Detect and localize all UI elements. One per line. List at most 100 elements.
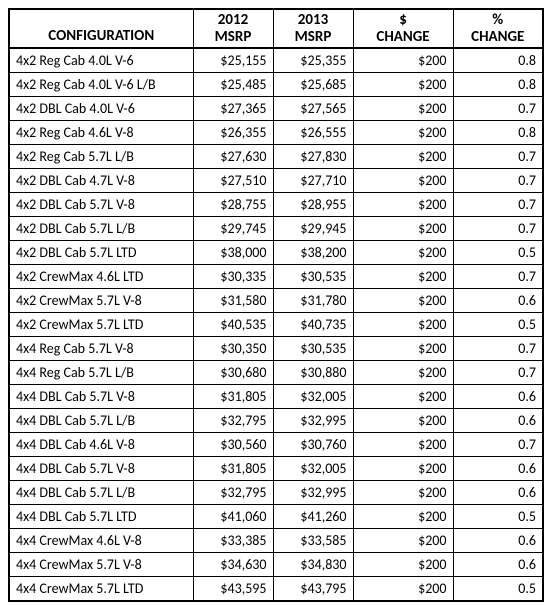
pct-change-cell: 0.6	[453, 481, 543, 505]
pct-change-cell: 0.8	[453, 48, 543, 73]
dollar-change-cell: $200	[353, 217, 453, 241]
pricing-table: CONFIGURATION 2012MSRP 2013MSRP $CHANGE …	[8, 8, 544, 602]
table-row: 4x4 DBL Cab 5.7L V-8$31,805$32,005$2000.…	[9, 385, 543, 409]
msrp2012-cell: $43,595	[193, 577, 273, 602]
msrp2012-cell: $31,580	[193, 289, 273, 313]
dollar-change-cell: $200	[353, 121, 453, 145]
msrp2012-cell: $30,560	[193, 433, 273, 457]
configuration-cell: 4x2 DBL Cab 5.7L V-8	[9, 193, 193, 217]
pct-change-cell: 0.7	[453, 433, 543, 457]
msrp2013-cell: $27,710	[273, 169, 353, 193]
pct-change-cell: 0.5	[453, 313, 543, 337]
configuration-cell: 4x4 DBL Cab 5.7L V-8	[9, 457, 193, 481]
configuration-cell: 4x2 CrewMax 5.7L V-8	[9, 289, 193, 313]
configuration-cell: 4x2 DBL Cab 5.7L L/B	[9, 217, 193, 241]
pct-change-cell: 0.6	[453, 457, 543, 481]
table-row: 4x4 DBL Cab 5.7L V-8$31,805$32,005$2000.…	[9, 457, 543, 481]
dollar-change-cell: $200	[353, 73, 453, 97]
msrp2012-cell: $34,630	[193, 553, 273, 577]
col-header-msrp2013: 2013MSRP	[273, 9, 353, 48]
configuration-cell: 4x4 DBL Cab 5.7L LTD	[9, 505, 193, 529]
msrp2012-cell: $38,000	[193, 241, 273, 265]
table-row: 4x2 DBL Cab 5.7L LTD$38,000$38,200$2000.…	[9, 241, 543, 265]
configuration-cell: 4x2 Reg Cab 4.0L V-6 L/B	[9, 73, 193, 97]
msrp2013-cell: $43,795	[273, 577, 353, 602]
msrp2012-cell: $32,795	[193, 481, 273, 505]
dollar-change-cell: $200	[353, 529, 453, 553]
pct-change-cell: 0.5	[453, 505, 543, 529]
msrp2012-cell: $33,385	[193, 529, 273, 553]
msrp2013-cell: $29,945	[273, 217, 353, 241]
msrp2012-cell: $25,155	[193, 48, 273, 73]
table-row: 4x4 DBL Cab 5.7L L/B$32,795$32,995$2000.…	[9, 481, 543, 505]
dollar-change-cell: $200	[353, 241, 453, 265]
msrp2012-cell: $30,350	[193, 337, 273, 361]
pct-change-cell: 0.6	[453, 409, 543, 433]
table-body: 4x2 Reg Cab 4.0L V-6$25,155$25,355$2000.…	[9, 48, 543, 601]
msrp2012-cell: $31,805	[193, 457, 273, 481]
table-row: 4x2 CrewMax 4.6L LTD$30,335$30,535$2000.…	[9, 265, 543, 289]
table-row: 4x4 CrewMax 5.7L V-8$34,630$34,830$2000.…	[9, 553, 543, 577]
msrp2012-cell: $30,680	[193, 361, 273, 385]
dollar-change-cell: $200	[353, 505, 453, 529]
col-header-msrp2012: 2012MSRP	[193, 9, 273, 48]
msrp2012-cell: $40,535	[193, 313, 273, 337]
msrp2013-cell: $30,535	[273, 337, 353, 361]
table-row: 4x2 DBL Cab 5.7L L/B$29,745$29,945$2000.…	[9, 217, 543, 241]
pct-change-cell: 0.7	[453, 337, 543, 361]
pct-change-cell: 0.8	[453, 73, 543, 97]
msrp2012-cell: $41,060	[193, 505, 273, 529]
msrp2012-cell: $27,630	[193, 145, 273, 169]
msrp2013-cell: $31,780	[273, 289, 353, 313]
table-row: 4x4 DBL Cab 5.7L LTD$41,060$41,260$2000.…	[9, 505, 543, 529]
configuration-cell: 4x2 Reg Cab 5.7L L/B	[9, 145, 193, 169]
table-row: 4x2 Reg Cab 4.0L V-6 L/B$25,485$25,685$2…	[9, 73, 543, 97]
pct-change-cell: 0.5	[453, 241, 543, 265]
msrp2012-cell: $25,485	[193, 73, 273, 97]
msrp2012-cell: $28,755	[193, 193, 273, 217]
msrp2012-cell: $27,365	[193, 97, 273, 121]
msrp2013-cell: $27,830	[273, 145, 353, 169]
pct-change-cell: 0.7	[453, 169, 543, 193]
msrp2013-cell: $30,880	[273, 361, 353, 385]
table-row: 4x2 Reg Cab 5.7L L/B$27,630$27,830$2000.…	[9, 145, 543, 169]
pct-change-cell: 0.6	[453, 529, 543, 553]
dollar-change-cell: $200	[353, 265, 453, 289]
dollar-change-cell: $200	[353, 48, 453, 73]
msrp2013-cell: $30,760	[273, 433, 353, 457]
dollar-change-cell: $200	[353, 193, 453, 217]
dollar-change-cell: $200	[353, 361, 453, 385]
msrp2013-cell: $25,355	[273, 48, 353, 73]
msrp2013-cell: $30,535	[273, 265, 353, 289]
configuration-cell: 4x2 DBL Cab 5.7L LTD	[9, 241, 193, 265]
pct-change-cell: 0.7	[453, 217, 543, 241]
dollar-change-cell: $200	[353, 145, 453, 169]
pct-change-cell: 0.7	[453, 265, 543, 289]
msrp2012-cell: $27,510	[193, 169, 273, 193]
configuration-cell: 4x4 Reg Cab 5.7L L/B	[9, 361, 193, 385]
dollar-change-cell: $200	[353, 97, 453, 121]
configuration-cell: 4x2 CrewMax 5.7L LTD	[9, 313, 193, 337]
msrp2013-cell: $32,995	[273, 409, 353, 433]
msrp2013-cell: $27,565	[273, 97, 353, 121]
table-header: CONFIGURATION 2012MSRP 2013MSRP $CHANGE …	[9, 9, 543, 48]
dollar-change-cell: $200	[353, 433, 453, 457]
table-row: 4x4 DBL Cab 5.7L L/B$32,795$32,995$2000.…	[9, 409, 543, 433]
msrp2013-cell: $41,260	[273, 505, 353, 529]
configuration-cell: 4x2 Reg Cab 4.6L V-8	[9, 121, 193, 145]
msrp2013-cell: $32,995	[273, 481, 353, 505]
msrp2013-cell: $28,955	[273, 193, 353, 217]
table-row: 4x2 Reg Cab 4.0L V-6$25,155$25,355$2000.…	[9, 48, 543, 73]
configuration-cell: 4x4 DBL Cab 5.7L V-8	[9, 385, 193, 409]
pct-change-cell: 0.6	[453, 289, 543, 313]
dollar-change-cell: $200	[353, 577, 453, 602]
msrp2013-cell: $34,830	[273, 553, 353, 577]
dollar-change-cell: $200	[353, 289, 453, 313]
dollar-change-cell: $200	[353, 385, 453, 409]
pct-change-cell: 0.5	[453, 577, 543, 602]
table-row: 4x4 Reg Cab 5.7L V-8$30,350$30,535$2000.…	[9, 337, 543, 361]
configuration-cell: 4x2 CrewMax 4.6L LTD	[9, 265, 193, 289]
table-row: 4x2 CrewMax 5.7L LTD$40,535$40,735$2000.…	[9, 313, 543, 337]
msrp2013-cell: $40,735	[273, 313, 353, 337]
col-header-pct-change: %CHANGE	[453, 9, 543, 48]
